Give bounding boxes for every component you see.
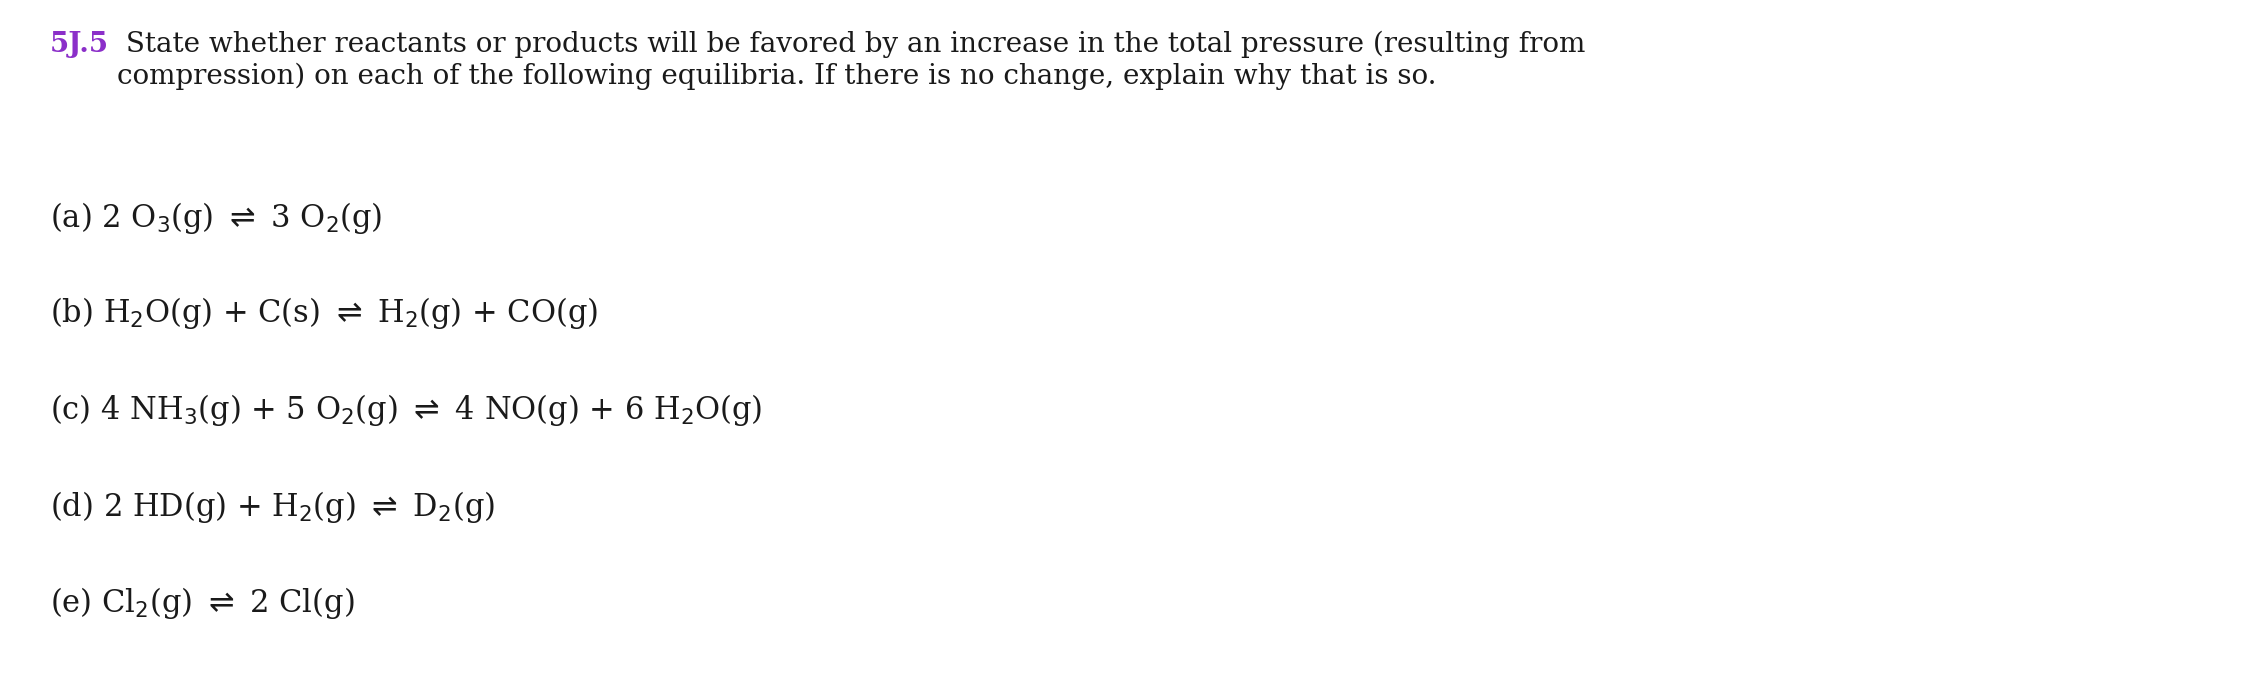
Text: (c) 4 NH$_3$(g) + 5 O$_2$(g) $\rightleftharpoons$ 4 NO(g) + 6 H$_2$O(g): (c) 4 NH$_3$(g) + 5 O$_2$(g) $\rightleft…: [50, 392, 763, 428]
Text: (e) Cl$_2$(g) $\rightleftharpoons$ 2 Cl(g): (e) Cl$_2$(g) $\rightleftharpoons$ 2 Cl(…: [50, 585, 355, 621]
Text: (a) 2 O$_3$(g) $\rightleftharpoons$ 3 O$_2$(g): (a) 2 O$_3$(g) $\rightleftharpoons$ 3 O$…: [50, 200, 383, 236]
Text: (b) H$_2$O(g) + C(s) $\rightleftharpoons$ H$_2$(g) + CO(g): (b) H$_2$O(g) + C(s) $\rightleftharpoons…: [50, 295, 598, 331]
Text: State whether reactants or products will be favored by an increase in the total : State whether reactants or products will…: [118, 31, 1585, 90]
Text: 5J.5: 5J.5: [50, 31, 109, 58]
Text: (d) 2 HD(g) + H$_2$(g) $\rightleftharpoons$ D$_2$(g): (d) 2 HD(g) + H$_2$(g) $\rightleftharpoo…: [50, 489, 496, 525]
